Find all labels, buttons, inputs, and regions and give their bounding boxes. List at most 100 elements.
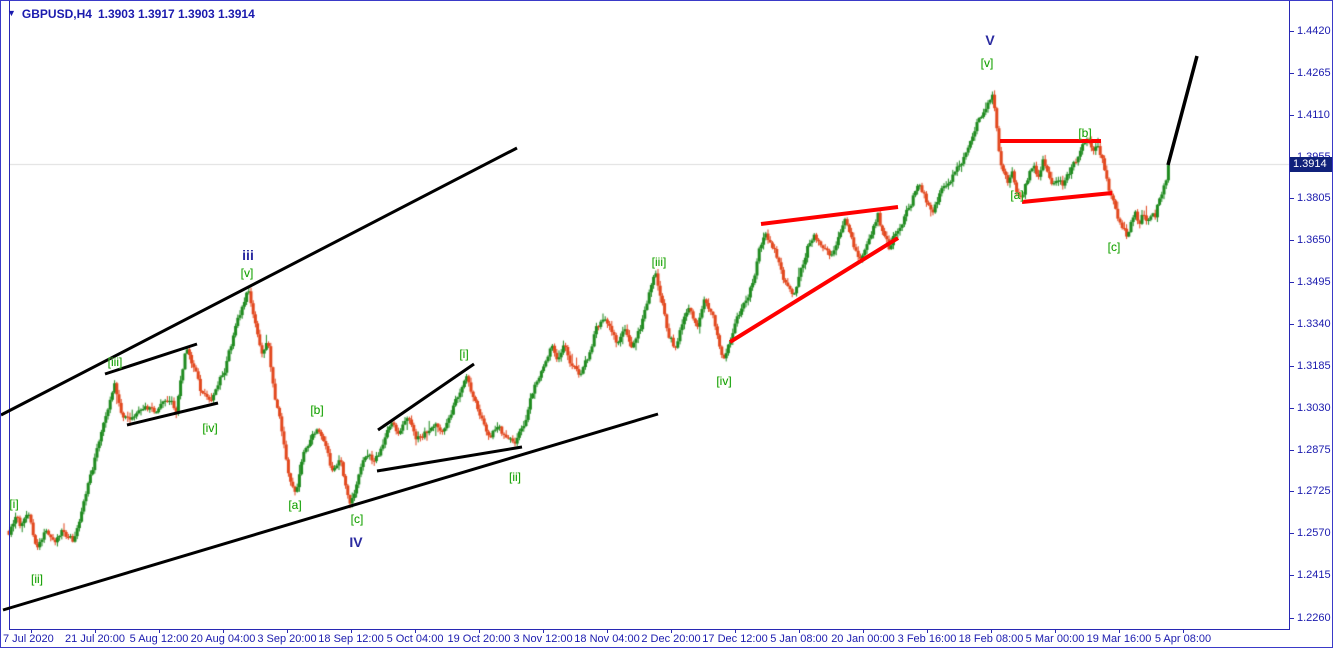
- price-axis-label: 1.3650: [1297, 233, 1331, 246]
- time-axis-tick: [415, 629, 416, 633]
- price-axis-tick: [1289, 575, 1294, 577]
- price-axis-label: 1.3955: [1297, 151, 1331, 163]
- time-axis-tick: [799, 629, 800, 633]
- price-axis-label: 1.4265: [1297, 66, 1331, 79]
- wave-label-iii[interactable]: [iii]: [651, 255, 667, 269]
- time-axis-tick: [991, 629, 992, 633]
- wave-label-v[interactable]: [v]: [240, 266, 254, 280]
- price-axis-label: 1.3185: [1297, 360, 1331, 373]
- time-axis-label: 5 Aug 12:00: [129, 633, 189, 645]
- time-axis-label: 7 Jul 2020: [3, 633, 54, 645]
- time-axis-tick: [607, 629, 608, 633]
- price-axis-label: 1.2725: [1297, 485, 1331, 498]
- time-axis-tick: [543, 629, 544, 633]
- price-axis-label: 1.3805: [1297, 191, 1331, 204]
- price-axis-tick: [1289, 450, 1294, 452]
- price-axis-border: [1289, 1, 1290, 629]
- lower-channel-line[interactable]: [2, 412, 659, 612]
- time-axis-label: 2 Dec 20:00: [641, 633, 701, 645]
- wave-label-iii[interactable]: iii: [242, 247, 254, 263]
- time-axis-label: 5 Mar 00:00: [1025, 633, 1085, 645]
- price-axis-tick: [1289, 114, 1294, 116]
- wave-label-V[interactable]: V: [985, 32, 995, 48]
- symbol-title: ▼ GBPUSD,H4 1.3903 1.3917 1.3903 1.3914: [7, 7, 255, 21]
- time-axis-tick: [927, 629, 928, 633]
- wave-label-ii[interactable]: [ii]: [509, 470, 521, 484]
- price-axis-label: 1.2415: [1297, 569, 1331, 582]
- price-axis-label: 1.3495: [1297, 275, 1331, 288]
- time-axis-label: 18 Nov 04:00: [574, 633, 640, 645]
- upper-channel-line[interactable]: [1, 146, 518, 417]
- wave-label-i[interactable]: [i]: [9, 497, 19, 511]
- time-axis-label: 5 Jan 08:00: [770, 633, 828, 645]
- time-axis-label: 19 Mar 16:00: [1086, 633, 1152, 645]
- price-axis-tick: [1289, 617, 1294, 619]
- wave-label-a[interactable]: [a]: [288, 498, 302, 512]
- minichannel-lower-line[interactable]: [376, 445, 523, 473]
- minichannel-upper-line[interactable]: [377, 362, 475, 432]
- wave-label-ii[interactable]: [ii]: [31, 572, 43, 586]
- wave-label-i[interactable]: [i]: [459, 347, 469, 361]
- time-axis-label: 19 Oct 20:00: [447, 633, 511, 645]
- wave-label-iii[interactable]: [iii]: [107, 355, 123, 369]
- price-axis-label: 1.3340: [1297, 318, 1331, 330]
- time-axis-tick: [95, 629, 96, 633]
- current-price-badge: 1.3914: [1290, 157, 1332, 172]
- time-axis-label: 5 Apr 08:00: [1154, 633, 1212, 645]
- flag-lower-line[interactable]: [126, 401, 219, 427]
- time-axis-tick: [479, 629, 480, 633]
- time-axis-label: 21 Jul 20:00: [65, 633, 125, 645]
- price-axis-tick: [1289, 491, 1294, 493]
- time-axis-tick: [1055, 629, 1056, 633]
- time-axis-tick: [351, 629, 352, 633]
- time-axis-label: 20 Aug 04:00: [190, 633, 256, 645]
- time-axis-label: 5 Oct 04:00: [386, 633, 444, 645]
- wave-label-a[interactable]: [a]: [1010, 188, 1024, 202]
- time-axis-tick: [159, 629, 160, 633]
- wave-label-b[interactable]: [b]: [310, 403, 324, 417]
- time-axis-tick: [31, 629, 32, 633]
- wave-label-b[interactable]: [b]: [1078, 126, 1092, 140]
- wave-label-iv[interactable]: [iv]: [716, 374, 732, 388]
- a-wave-support-line[interactable]: [1021, 191, 1113, 204]
- price-axis-tick: [1289, 197, 1294, 199]
- chart-left-border: [9, 1, 10, 629]
- symbol-timeframe-label: GBPUSD,H4: [21, 7, 92, 21]
- price-axis-tick: [1289, 281, 1294, 283]
- flag-upper-line[interactable]: [104, 342, 198, 376]
- wave-label-c[interactable]: [c]: [1107, 240, 1121, 254]
- wave-label-IV[interactable]: IV: [349, 534, 363, 550]
- wedge-lower-line[interactable]: [728, 236, 900, 344]
- price-axis-tick: [1289, 366, 1294, 368]
- wave-label-c[interactable]: [c]: [350, 512, 364, 526]
- time-axis-label: 3 Feb 16:00: [897, 633, 957, 645]
- wedge-upper-line[interactable]: [760, 205, 899, 226]
- wave-label-iv[interactable]: [iv]: [202, 421, 218, 435]
- price-axis-label: 1.4110: [1297, 108, 1330, 121]
- price-axis-label: 1.2260: [1297, 611, 1331, 624]
- wave-label-v[interactable]: [v]: [980, 56, 994, 70]
- time-axis-tick: [1183, 629, 1184, 633]
- time-axis-tick: [863, 629, 864, 633]
- price-axis-label: 1.3030: [1297, 402, 1331, 415]
- symbol-dropdown-icon[interactable]: ▼: [7, 8, 16, 18]
- price-axis-tick: [1289, 30, 1294, 32]
- time-axis-tick: [223, 629, 224, 633]
- time-axis-label: 18 Sep 12:00: [318, 633, 384, 645]
- time-axis-tick: [1119, 629, 1120, 633]
- price-axis-label: 1.2570: [1297, 527, 1331, 540]
- time-axis-label: 3 Sep 20:00: [257, 633, 317, 645]
- price-axis-tick: [1289, 408, 1294, 410]
- projection-line[interactable]: [1166, 55, 1199, 166]
- price-axis-tick: [1289, 533, 1294, 535]
- price-axis-tick: [1289, 72, 1294, 74]
- ohlc-quotes-label: 1.3903 1.3917 1.3903 1.3914: [97, 7, 255, 21]
- time-axis-label: 3 Nov 12:00: [513, 633, 573, 645]
- time-axis-tick: [671, 629, 672, 633]
- time-axis-border: [9, 629, 1290, 630]
- price-axis-tick: [1289, 324, 1294, 325]
- price-axis-label: 1.4420: [1297, 24, 1331, 37]
